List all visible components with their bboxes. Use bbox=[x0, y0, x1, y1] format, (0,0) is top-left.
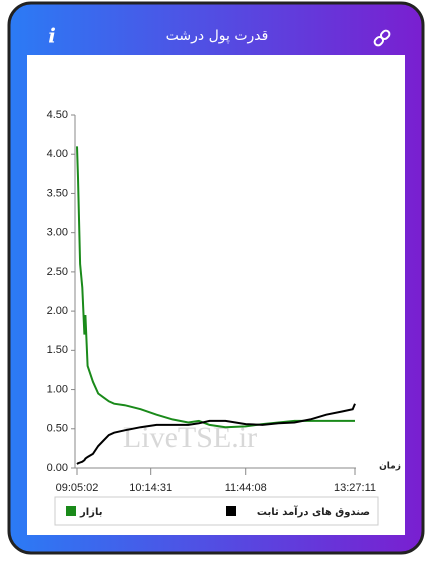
y-tick-label: 2.00 bbox=[47, 305, 68, 317]
y-tick-label: 3.00 bbox=[47, 227, 68, 239]
header-title: قدرت پول درشت bbox=[166, 28, 269, 44]
y-tick-label: 0.50 bbox=[47, 423, 68, 435]
x-tick-label: 13:27:11 bbox=[334, 482, 376, 494]
x-tick-label: 10:14:31 bbox=[129, 482, 172, 494]
legend-label: صندوق های درآمد ثابت bbox=[257, 505, 370, 518]
y-tick-label: 1.50 bbox=[47, 344, 68, 356]
legend-swatch bbox=[66, 506, 76, 516]
x-tick-label: 11:44:08 bbox=[225, 482, 267, 494]
legend-box bbox=[54, 496, 379, 526]
y-tick-label: 0.00 bbox=[47, 462, 68, 474]
legend-swatch bbox=[226, 506, 236, 516]
link-icon[interactable] bbox=[373, 29, 391, 47]
y-tick-label: 2.50 bbox=[47, 266, 68, 278]
y-tick-label: 1.00 bbox=[47, 383, 68, 395]
y-tick-label: 4.50 bbox=[47, 109, 68, 121]
x-axis-label: زمان bbox=[379, 462, 401, 472]
series-line bbox=[76, 403, 356, 465]
info-icon[interactable]: i bbox=[48, 24, 56, 48]
x-tick-label: 09:05:02 bbox=[56, 482, 99, 494]
y-tick-label: 4.00 bbox=[47, 148, 68, 160]
panel bbox=[27, 55, 405, 535]
y-tick-label: 3.50 bbox=[47, 187, 68, 199]
legend-label: بازار bbox=[79, 507, 102, 518]
